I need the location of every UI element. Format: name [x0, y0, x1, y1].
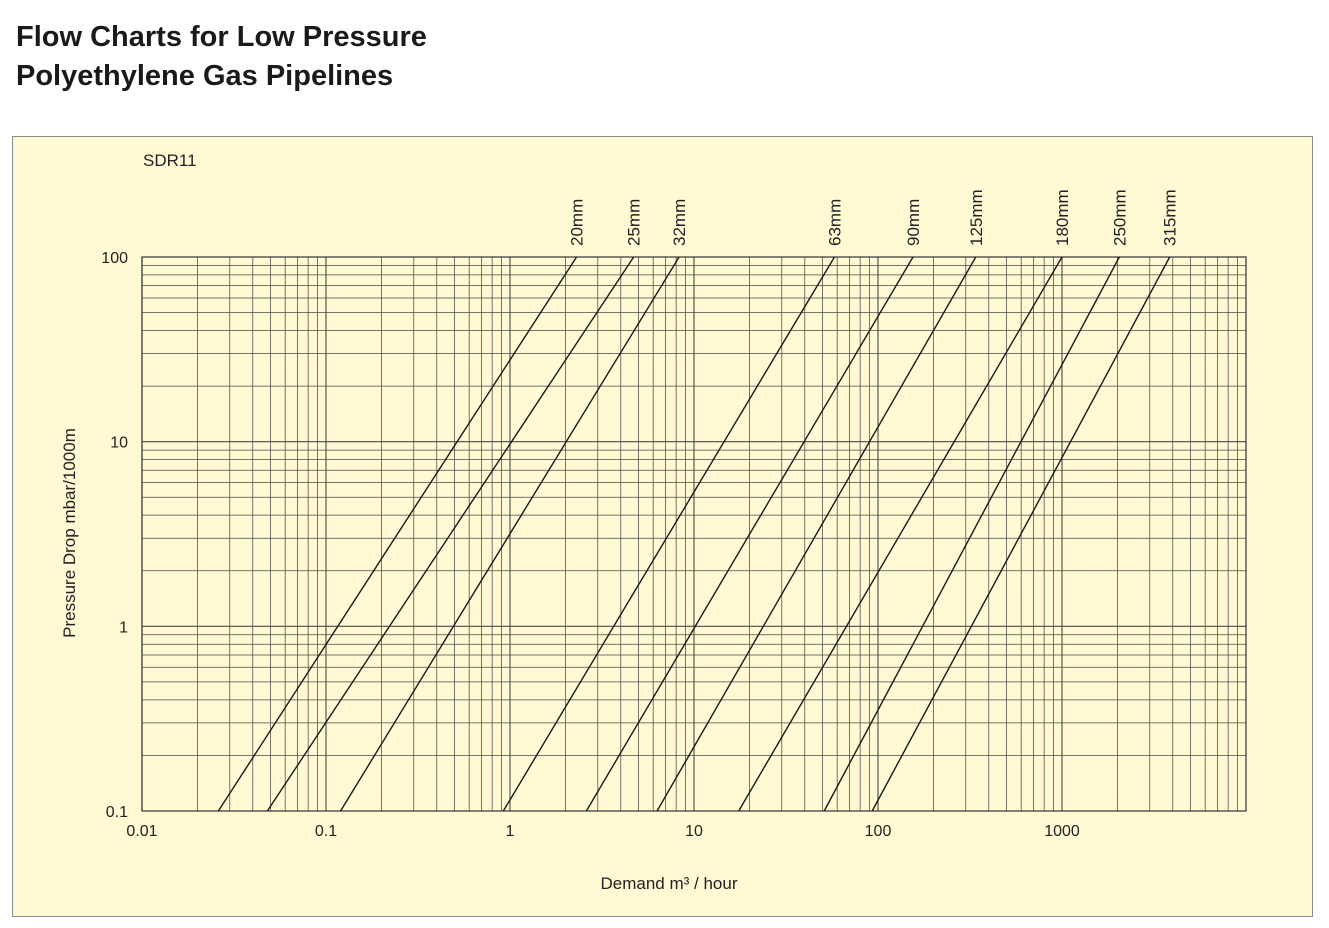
x-tick-label: 10 [685, 823, 703, 840]
plot-frame [141, 256, 1247, 812]
chart-subtitle: SDR11 [143, 151, 197, 170]
x-tick-label: 0.01 [126, 823, 157, 840]
y-tick-label: 1 [119, 619, 128, 636]
chart-grid [141, 257, 1246, 812]
x-tick-label: 1 [506, 823, 515, 840]
series-line-90mm [585, 256, 914, 812]
y-tick-label: 0.1 [106, 804, 128, 821]
series-label-63mm: 63mm [825, 199, 844, 246]
page-title-line-1: Flow Charts for Low Pressure [16, 21, 427, 53]
chart-panel [12, 136, 1313, 917]
page-title-line-2: Polyethylene Gas Pipelines [16, 60, 394, 92]
series-lines [217, 256, 1171, 812]
series-label-315mm: 315mm [1161, 189, 1180, 246]
y-tick-label: 10 [110, 435, 128, 452]
series-label-125mm: 125mm [967, 189, 986, 246]
series-line-250mm [823, 256, 1120, 812]
series-line-25mm [266, 256, 635, 812]
series-label-20mm: 20mm [568, 199, 587, 246]
series-label-25mm: 25mm [625, 199, 644, 246]
series-line-315mm [871, 256, 1171, 812]
page-title: Flow Charts for Low Pressure Polyethylen… [16, 18, 427, 96]
y-tick-label: 100 [101, 250, 128, 267]
series-line-32mm [339, 256, 680, 812]
x-tick-label: 0.1 [315, 823, 337, 840]
y-axis-label: Pressure Drop mbar/1000m [60, 428, 79, 638]
x-axis-label: Demand m³ / hour [601, 874, 738, 893]
x-tick-label: 1000 [1044, 823, 1080, 840]
series-label-32mm: 32mm [670, 199, 689, 246]
series-line-125mm [656, 256, 977, 812]
series-line-20mm [217, 256, 578, 812]
plot-border [141, 256, 1247, 812]
series-line-180mm [738, 256, 1063, 812]
series-line-63mm [502, 256, 836, 812]
series-label-250mm: 250mm [1110, 189, 1129, 246]
series-label-180mm: 180mm [1053, 189, 1072, 246]
chart-labels: SDR11 Demand m³ / hour Pressure Drop mba… [60, 151, 1180, 893]
series-label-90mm: 90mm [904, 199, 923, 246]
x-tick-label: 100 [865, 823, 892, 840]
